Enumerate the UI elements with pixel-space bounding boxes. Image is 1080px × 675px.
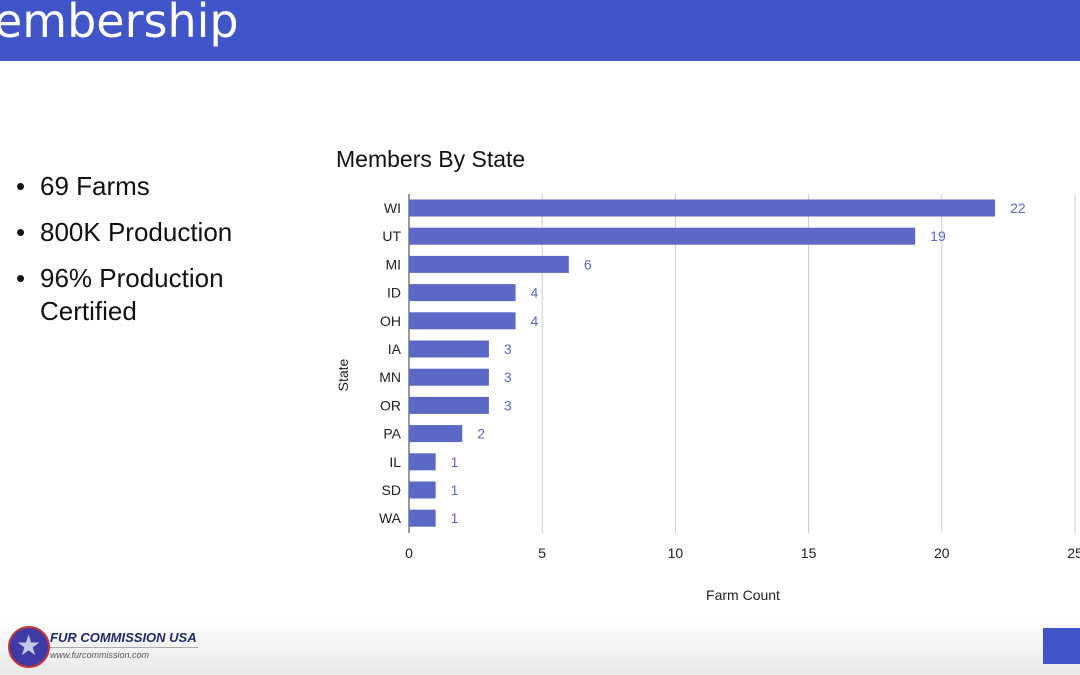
x-tick-label: 10 <box>668 545 684 561</box>
y-axis-label: State <box>335 358 351 391</box>
y-tick-label: ID <box>387 285 401 301</box>
data-label: 3 <box>504 397 512 413</box>
data-label: 4 <box>531 285 539 301</box>
y-tick-label: MI <box>385 256 401 272</box>
bullet-farms: 69 Farms <box>16 170 290 203</box>
y-tick-label: PA <box>383 426 401 442</box>
y-tick-label: OH <box>380 313 401 329</box>
x-tick-label: 25 <box>1067 545 1080 561</box>
y-tick-label: SD <box>382 482 401 498</box>
members-by-state-chart: Members By State Farm Count State 0 5 10 15… <box>335 146 1080 603</box>
x-tick-label: 15 <box>801 545 817 561</box>
data-label: 1 <box>451 482 459 498</box>
y-tick-label: IL <box>389 454 401 470</box>
bar-ID <box>409 284 516 302</box>
data-label: 3 <box>504 341 512 357</box>
bar-IL <box>409 453 436 471</box>
y-tick-label: WI <box>384 200 401 216</box>
org-name: FUR COMMISSION USA <box>50 630 198 648</box>
bar-PA <box>409 425 463 443</box>
y-tick-label: MN <box>379 369 401 385</box>
bar-WI <box>409 199 996 217</box>
bullet-certified: 96% Production Certified <box>16 262 290 328</box>
y-tick-label: OR <box>380 397 401 413</box>
corner-button[interactable] <box>1043 628 1080 664</box>
bar-WA <box>409 509 436 527</box>
x-tick-label: 5 <box>538 545 546 561</box>
data-label: 3 <box>504 369 512 385</box>
y-tick-label: WA <box>379 510 402 526</box>
data-label: 1 <box>451 454 459 470</box>
bullet-list: 69 Farms 800K Production 96% Production … <box>16 170 290 341</box>
bar-UT <box>409 227 916 245</box>
x-tick-label: 0 <box>405 545 413 561</box>
slide-title: embership <box>0 0 239 48</box>
data-label: 22 <box>1010 200 1026 216</box>
data-label: 19 <box>930 228 946 244</box>
data-label: 1 <box>451 510 459 526</box>
org-url: www.furcommission.com <box>50 650 150 660</box>
x-tick-label: 20 <box>934 545 950 561</box>
y-tick-label: UT <box>382 228 401 244</box>
bullet-production: 800K Production <box>16 216 290 249</box>
fur-commission-logo <box>8 626 50 668</box>
bar-MI <box>409 255 569 273</box>
title-bar: embership <box>0 0 1080 61</box>
data-label: 4 <box>531 313 539 329</box>
x-axis-label: Farm Count <box>706 587 780 603</box>
bar-MN <box>409 368 489 386</box>
bar-OR <box>409 396 489 414</box>
footer: FUR COMMISSION USA www.furcommission.com <box>0 618 1080 675</box>
bar-IA <box>409 340 489 358</box>
bar-OH <box>409 312 516 330</box>
y-tick-label: IA <box>388 341 402 357</box>
data-label: 6 <box>584 256 592 272</box>
bar-SD <box>409 481 436 499</box>
data-label: 2 <box>477 426 485 442</box>
chart-title: Members By State <box>336 146 525 172</box>
